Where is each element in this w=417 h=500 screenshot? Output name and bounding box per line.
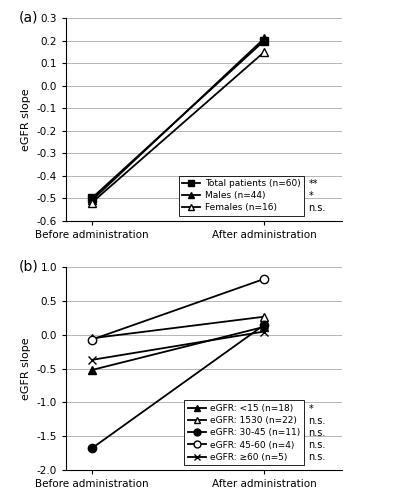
Text: *: * xyxy=(308,191,313,201)
Legend: eGFR: <15 (n=18), eGFR: 1530 (n=22), eGFR: 30-45 (n=11), eGFR: 45-60 (n=4), eGFR: eGFR: <15 (n=18), eGFR: 1530 (n=22), eGF… xyxy=(184,400,304,466)
Text: (a): (a) xyxy=(19,10,39,24)
Text: (b): (b) xyxy=(19,260,39,274)
Text: *: * xyxy=(308,404,313,413)
Text: **: ** xyxy=(308,178,318,188)
Legend: Total patients (n=60), Males (n=44), Females (n=16): Total patients (n=60), Males (n=44), Fem… xyxy=(179,176,304,216)
Text: n.s.: n.s. xyxy=(308,428,326,438)
Y-axis label: eGFR slope: eGFR slope xyxy=(21,338,31,400)
Y-axis label: eGFR slope: eGFR slope xyxy=(21,88,31,150)
Text: n.s.: n.s. xyxy=(308,416,326,426)
Text: n.s.: n.s. xyxy=(308,440,326,450)
Text: n.s.: n.s. xyxy=(308,452,326,462)
Text: n.s.: n.s. xyxy=(308,203,326,213)
